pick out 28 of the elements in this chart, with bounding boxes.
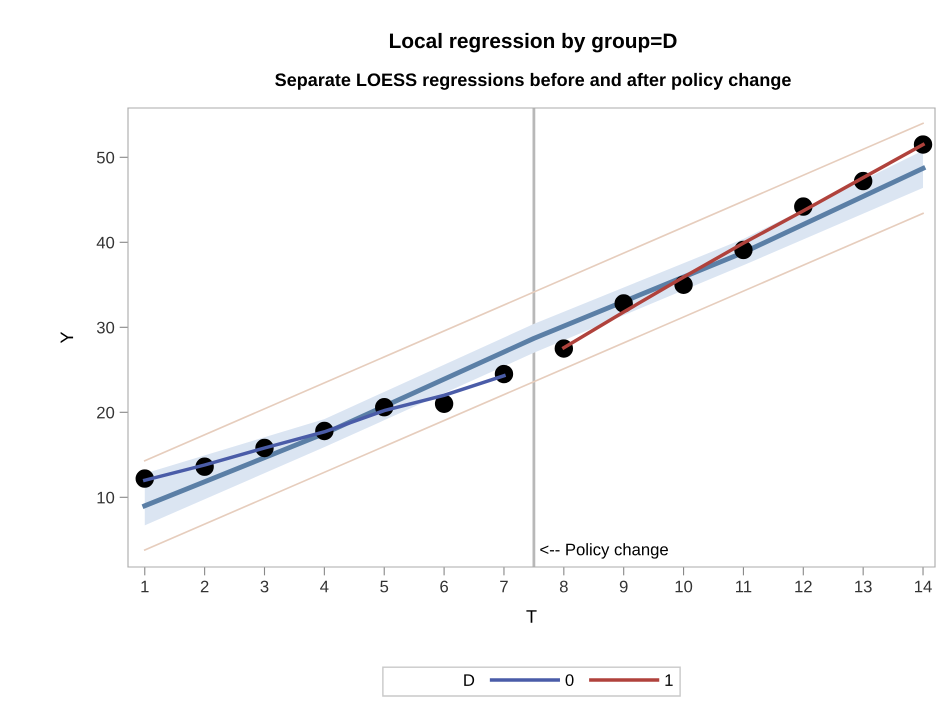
y-axis-title: Y bbox=[60, 332, 74, 344]
x-axis-title: T bbox=[526, 610, 537, 623]
legend-title: D bbox=[464, 674, 474, 686]
x-tick-label: 11 bbox=[736, 580, 752, 592]
x-tick-label: 4 bbox=[320, 580, 329, 592]
ref-line-label: <-- Policy change bbox=[540, 543, 668, 559]
x-tick-label: 10 bbox=[676, 580, 692, 592]
x-tick-label: 2 bbox=[200, 580, 208, 592]
x-tick-label: 1 bbox=[141, 580, 149, 592]
x-tick-label: 3 bbox=[260, 580, 268, 592]
legend-label: 1 bbox=[665, 674, 673, 686]
point bbox=[434, 394, 454, 413]
y-tick-label: 30 bbox=[96, 322, 114, 334]
x-tick-label: 14 bbox=[915, 580, 932, 592]
x-tick-label: 12 bbox=[795, 580, 812, 592]
y-tick-label: 20 bbox=[97, 406, 114, 419]
chart-title: Local regression by group=D bbox=[390, 32, 677, 52]
chart-subtitle: Separate LOESS regressions before and after policy change bbox=[275, 72, 791, 90]
x-tick-label: 8 bbox=[560, 580, 568, 592]
x-tick-label: 7 bbox=[500, 580, 508, 592]
y-tick-label: 40 bbox=[96, 236, 114, 249]
y-tick-label: 10 bbox=[98, 492, 114, 504]
x-tick-label: 13 bbox=[855, 580, 872, 592]
y-tick-label: 50 bbox=[96, 152, 114, 164]
legend-label: 0 bbox=[566, 674, 574, 686]
x-tick-label: 6 bbox=[440, 580, 448, 592]
x-tick-label: 5 bbox=[380, 580, 388, 592]
x-tick-label: 9 bbox=[620, 580, 628, 592]
